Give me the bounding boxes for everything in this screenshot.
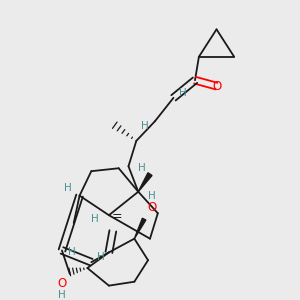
Polygon shape xyxy=(138,173,152,192)
Text: =: = xyxy=(111,210,122,223)
Text: H: H xyxy=(68,248,76,257)
Polygon shape xyxy=(134,218,146,239)
Text: H: H xyxy=(148,190,156,201)
Text: H: H xyxy=(91,214,99,224)
Text: H: H xyxy=(141,121,149,131)
Text: H: H xyxy=(64,183,72,193)
Text: H: H xyxy=(97,252,105,262)
Text: O: O xyxy=(212,80,221,93)
Text: O: O xyxy=(57,277,67,290)
Text: H: H xyxy=(179,88,187,98)
Text: O: O xyxy=(147,201,157,214)
Text: H: H xyxy=(58,290,66,300)
Text: H: H xyxy=(138,163,146,173)
